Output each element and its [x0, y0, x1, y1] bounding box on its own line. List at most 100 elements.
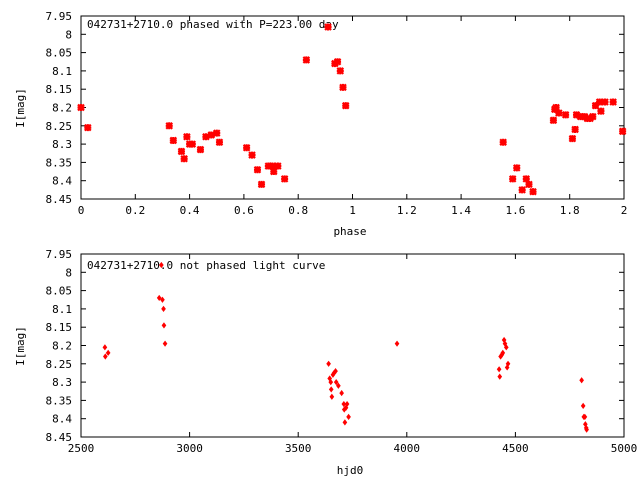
data-point: [568, 134, 577, 143]
data-point: [280, 175, 289, 183]
x-axis-label: hjd0: [337, 464, 364, 477]
data-point: [561, 111, 570, 119]
y-tick-label: 8.2: [52, 340, 72, 353]
x-tick-label: 0.8: [288, 204, 308, 217]
y-tick-label: 8.35: [46, 394, 73, 407]
y-tick-label: 8.4: [52, 175, 72, 188]
y-axis-ticks: 7.95 8 8.05 8.1 8.15 8.2 8.25 8.3 8.35 8.4 8.45: [46, 10, 624, 206]
data-point: [609, 98, 617, 106]
data-point: [105, 349, 111, 356]
data-points: [77, 23, 627, 196]
data-point: [161, 305, 166, 312]
data-point: [342, 419, 348, 426]
y-tick-label: 8.45: [46, 431, 73, 444]
data-point: [159, 261, 164, 269]
data-point: [580, 402, 586, 409]
data-point: [508, 175, 517, 183]
data-points: [102, 261, 589, 433]
data-point: [333, 379, 339, 386]
data-point: [512, 164, 521, 172]
y-tick-label: 8.15: [46, 83, 73, 96]
data-point: [555, 109, 563, 117]
data-point: [324, 23, 332, 31]
x-tick-label: 4000: [394, 442, 421, 455]
y-tick-label: 8: [65, 28, 72, 41]
data-point: [102, 344, 108, 351]
data-point: [571, 125, 579, 134]
y-tick-label: 8.3: [52, 138, 72, 151]
data-point: [165, 122, 174, 130]
unphased-light-curve-panel: 042731+2710.0 not phased light curve I[m…: [14, 248, 637, 477]
x-tick-label: 2: [621, 204, 628, 217]
x-tick-label: 1.8: [560, 204, 580, 217]
data-point: [583, 424, 589, 431]
data-point: [183, 133, 191, 141]
data-point: [346, 413, 351, 420]
y-tick-label: 8.25: [46, 358, 73, 371]
y-tick-label: 7.95: [46, 248, 73, 261]
data-point: [84, 123, 92, 132]
data-point: [341, 400, 347, 408]
y-tick-label: 8.45: [46, 193, 73, 206]
y-tick-label: 8: [65, 266, 72, 279]
data-point: [212, 129, 221, 137]
x-tick-label: 4500: [502, 442, 529, 455]
data-point: [253, 165, 262, 174]
x-axis-label: phase: [333, 225, 366, 238]
data-point: [549, 116, 558, 125]
y-tick-label: 8.3: [52, 376, 72, 389]
x-tick-label: 1.2: [397, 204, 417, 217]
data-point: [156, 294, 162, 302]
data-point: [522, 175, 531, 183]
data-point: [177, 147, 186, 156]
data-point: [328, 386, 334, 393]
y-tick-label: 8.2: [52, 102, 72, 115]
data-point: [618, 127, 627, 136]
y-axis-label: I[mag]: [14, 326, 27, 366]
x-tick-label: 5000: [611, 442, 638, 455]
chart-title: 042731+2710.0 not phased light curve: [87, 259, 325, 272]
x-tick-label: 0: [78, 204, 85, 217]
data-point: [188, 140, 197, 148]
chart-title: 042731+2710.0 phased with P=223.00 day: [87, 18, 339, 31]
y-tick-label: 8.05: [46, 47, 73, 60]
data-point: [336, 382, 341, 389]
data-point: [162, 340, 168, 347]
x-tick-label: 0.2: [125, 204, 145, 217]
data-point: [333, 57, 342, 66]
data-point: [161, 322, 167, 329]
data-point: [215, 138, 224, 147]
data-point: [264, 162, 273, 170]
data-point: [601, 98, 609, 106]
y-tick-label: 8.25: [46, 120, 73, 133]
y-tick-label: 8.15: [46, 321, 73, 334]
data-point: [496, 366, 502, 373]
data-point: [589, 112, 597, 121]
data-point: [248, 151, 256, 159]
data-point: [552, 103, 560, 112]
data-point: [572, 111, 581, 119]
data-point: [529, 187, 537, 196]
data-point: [242, 143, 251, 152]
data-point: [503, 344, 509, 351]
y-axis-label: I[mag]: [14, 88, 27, 128]
data-point: [500, 349, 506, 356]
data-point: [274, 162, 282, 170]
x-axis-ticks: 0 0.2 0.4 0.6 0.8 1 1.2 1.4 1.6 1.8 2: [78, 16, 628, 217]
data-point: [269, 167, 278, 176]
data-point: [339, 389, 344, 397]
x-tick-label: 1: [349, 204, 356, 217]
y-axis-ticks: 7.95 8 8.05 8.1 8.15 8.2 8.25 8.3 8.35 8.4 8.45: [46, 248, 624, 444]
x-tick-label: 1.6: [505, 204, 525, 217]
data-point: [591, 101, 600, 110]
x-tick-label: 2500: [68, 442, 95, 455]
data-point: [341, 101, 350, 110]
data-point: [169, 136, 178, 145]
x-tick-label: 0.4: [180, 204, 200, 217]
data-point: [180, 154, 188, 163]
y-tick-label: 8.35: [46, 156, 73, 169]
data-point: [333, 368, 338, 375]
data-point: [579, 377, 584, 384]
